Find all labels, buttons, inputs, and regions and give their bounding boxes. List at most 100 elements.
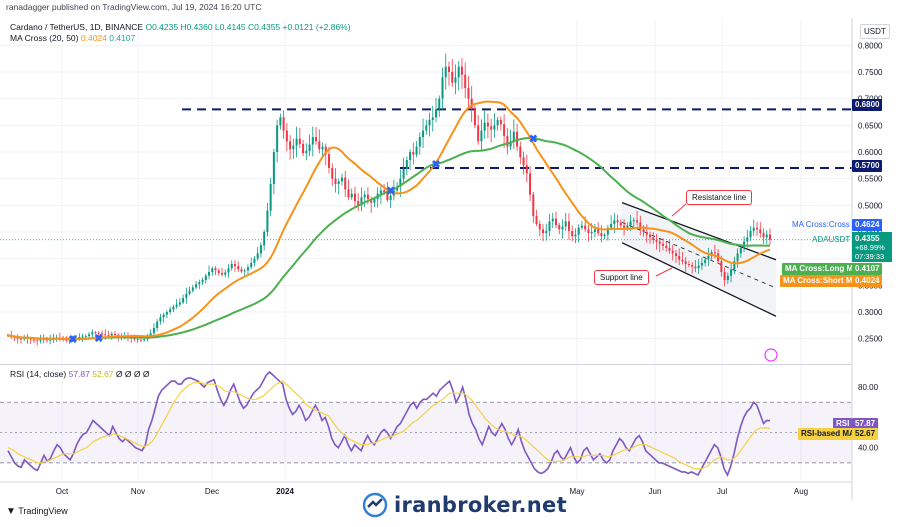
candle-body (428, 120, 431, 126)
candle-body (402, 169, 405, 179)
candle-body (425, 125, 428, 131)
candle-body (282, 117, 285, 131)
ma-cross-marker: ✖ (529, 133, 538, 145)
candle-body (652, 237, 655, 240)
currency-button[interactable]: USDT (860, 24, 890, 39)
candle-body (178, 302, 181, 305)
ma-legend: MA Cross (20, 50) 0.4024 0.4107 (10, 33, 135, 44)
candle-body (752, 227, 755, 231)
candle-body (665, 245, 668, 248)
level-tag-mid: 0.5700 (852, 160, 883, 172)
candle-body (172, 306, 175, 310)
candle-body (6, 334, 10, 336)
candle-body (386, 192, 389, 200)
rsi-layer (0, 370, 852, 477)
time-tick-label: Nov (131, 487, 145, 496)
rsi-legend: RSI (14, close) 57.87 52.67 Ø Ø Ø Ø (10, 369, 149, 380)
candle-body (522, 157, 525, 166)
rsi-tick-label: 40.00 (858, 444, 879, 453)
candle-body (19, 338, 22, 340)
candle-body (668, 248, 671, 251)
candle-body (409, 152, 412, 160)
level-tag-high: 0.6800 (852, 99, 883, 111)
candle-body (136, 339, 139, 340)
candle-body (360, 197, 363, 206)
candle-body (739, 248, 742, 254)
resistance-callout: Resistance line (686, 190, 753, 205)
candle-body (191, 287, 194, 291)
symbol-title: Cardano / TetherUS, 1D, BINANCE (10, 22, 144, 32)
rsi-ma-legend-value: 52.67 (92, 369, 114, 379)
candle-body (133, 338, 136, 340)
rsi-tag-value: 57.87 (852, 418, 879, 430)
time-tick-label: Jun (649, 487, 662, 496)
candle-body (156, 321, 159, 328)
symbol-tag-label: ADAUSDT (812, 235, 851, 244)
support-pointer (655, 267, 673, 277)
candle-body (412, 152, 415, 155)
candle-body (422, 130, 425, 138)
candle-body (632, 220, 635, 222)
candle-body (697, 265, 700, 269)
candle-body (276, 125, 279, 152)
candle-body (538, 224, 541, 230)
candle-body (661, 243, 665, 246)
candle-body (603, 234, 606, 237)
candle-body (396, 186, 399, 191)
candle-body (315, 137, 318, 142)
watermark-text: iranbroker.net (394, 493, 567, 517)
candle-body (623, 225, 626, 228)
published-note: ranadagger published on TradingView.com,… (6, 2, 262, 12)
candle-body (574, 234, 577, 237)
candle-body (626, 225, 629, 228)
candle-body (529, 173, 532, 195)
candle-body (470, 98, 473, 110)
candle-body (438, 98, 441, 110)
candle-body (551, 218, 554, 222)
candle-body (499, 120, 502, 125)
candle-body (36, 340, 39, 342)
candle-body (519, 146, 522, 158)
footer-brand-label: TradingView (18, 506, 68, 516)
candle-body (84, 336, 87, 337)
candle-body (182, 298, 185, 303)
candle-body (162, 314, 165, 318)
tradingview-logo-icon: ▼ (6, 506, 16, 517)
candle-body (237, 266, 240, 270)
candle-body (383, 190, 386, 192)
ma-cross-label: MA Cross:Cross (792, 220, 850, 229)
candle-body (149, 333, 152, 336)
candle-body (363, 194, 366, 198)
footer: ▼ TradingView (0, 500, 900, 522)
candle-body (139, 339, 142, 341)
resistance-line (621, 202, 777, 261)
candle-body (713, 252, 716, 254)
candle-body (457, 66, 460, 78)
level-layer (182, 108, 852, 169)
candle-body (227, 268, 230, 273)
price-tick-label: 0.7500 (858, 68, 883, 77)
candle-body (279, 117, 282, 126)
candle-body (344, 177, 347, 190)
candle-body (681, 259, 684, 262)
pane-separator[interactable] (0, 364, 852, 365)
candle-body (678, 256, 681, 260)
candle-body (263, 232, 266, 246)
candle-body (250, 262, 253, 268)
candle-body (195, 284, 198, 288)
candle-body (486, 122, 489, 127)
short-ma-label: MA Cross:Short MA (780, 275, 862, 287)
candle-body (723, 272, 726, 280)
candle-body (221, 273, 224, 275)
candle-body (730, 269, 733, 276)
candle-body (340, 177, 343, 182)
candle-body (616, 220, 619, 223)
candle-body (68, 340, 71, 342)
price-tick-label: 0.2500 (858, 335, 883, 344)
candle-body (467, 88, 470, 99)
candle-body (97, 332, 100, 334)
candle-body (113, 333, 117, 335)
candle-body (477, 125, 480, 142)
ma-cross-marker: ✖ (94, 333, 103, 345)
